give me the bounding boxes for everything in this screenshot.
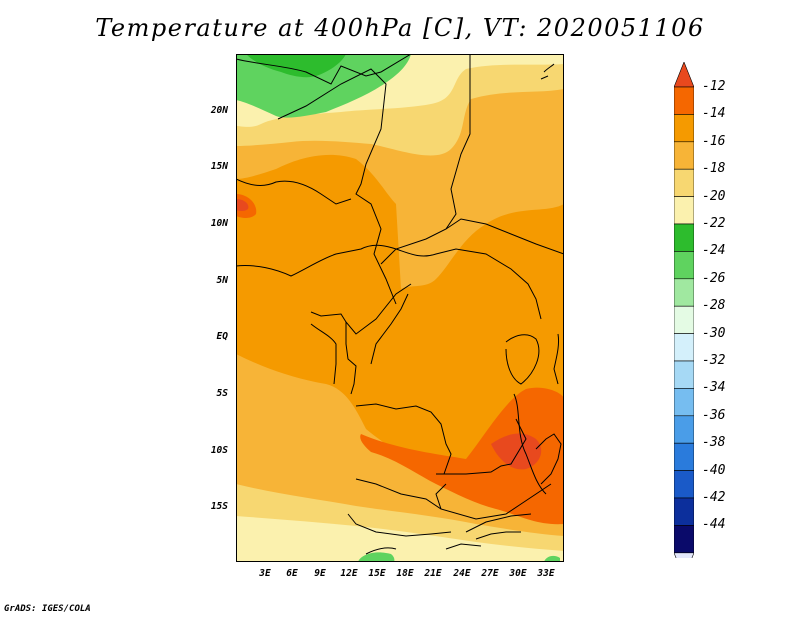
legend-swatch xyxy=(674,251,694,280)
legend-label: -18 xyxy=(702,161,726,177)
lat-tick-10n: 10N xyxy=(210,218,228,229)
color-legend xyxy=(674,62,694,558)
lon-tick-30e: 30E xyxy=(509,568,527,579)
chart-title: Temperature at 400hPa [C], VT: 202005110… xyxy=(95,14,705,42)
legend-label: -42 xyxy=(702,490,726,505)
legend-swatch xyxy=(674,168,694,197)
lon-tick-18e: 18E xyxy=(396,568,414,579)
legend-arrow-top xyxy=(674,62,694,88)
temperature-map xyxy=(236,54,564,562)
legend-label: -36 xyxy=(702,407,726,423)
map-frame xyxy=(236,54,564,562)
legend-label: -34 xyxy=(702,380,726,396)
lon-tick-33e: 33E xyxy=(537,568,555,579)
legend-swatch xyxy=(674,470,694,499)
legend-swatch xyxy=(674,415,694,444)
lat-tick-5s: 5S xyxy=(216,388,228,399)
legend-swatch xyxy=(674,196,694,225)
lon-tick-12e: 12E xyxy=(340,568,358,579)
legend-swatch xyxy=(674,86,694,115)
lon-tick-24e: 24E xyxy=(453,568,471,579)
legend-label: -24 xyxy=(702,243,726,259)
legend-arrow-bottom xyxy=(674,552,694,558)
lat-tick-15s: 15S xyxy=(210,501,228,512)
legend-swatch xyxy=(674,525,694,554)
lon-tick-21e: 21E xyxy=(424,568,442,579)
legend-label: -38 xyxy=(702,435,726,451)
legend-swatch xyxy=(674,333,694,362)
legend-label: -28 xyxy=(702,298,726,314)
lon-tick-3e: 3E xyxy=(259,568,271,579)
lat-tick-5n: 5N xyxy=(216,275,228,286)
legend-label: -22 xyxy=(702,216,726,231)
legend-swatch xyxy=(674,360,694,389)
legend-label: -20 xyxy=(702,188,726,204)
lat-tick-20n: 20N xyxy=(210,105,228,116)
legend-swatch xyxy=(674,223,694,252)
country-borders xyxy=(236,54,564,555)
legend-swatch xyxy=(674,114,694,143)
legend-label: -32 xyxy=(702,353,726,368)
credit-text: GrADS: IGES/COLA xyxy=(4,604,91,614)
legend-label: -30 xyxy=(702,325,726,341)
band-minus-14-south xyxy=(360,387,564,525)
legend-swatch xyxy=(674,278,694,307)
band-minus-12-west xyxy=(236,199,249,211)
legend-label: -40 xyxy=(702,462,726,478)
legend-swatch xyxy=(674,141,694,170)
legend-swatch xyxy=(674,442,694,471)
lon-tick-9e: 9E xyxy=(314,568,326,579)
lon-tick-6e: 6E xyxy=(286,568,298,579)
lat-tick-10s: 10S xyxy=(210,445,228,456)
legend-label: -44 xyxy=(702,517,726,533)
legend-label: -12 xyxy=(702,79,726,94)
band-minus-26-north xyxy=(246,54,346,78)
legend-label: -16 xyxy=(702,133,726,149)
lon-tick-15e: 15E xyxy=(368,568,386,579)
band-minus-22-south xyxy=(236,516,564,562)
lat-tick-15n: 15N xyxy=(210,161,228,172)
lon-tick-27e: 27E xyxy=(481,568,499,579)
legend-label: -14 xyxy=(702,106,726,122)
lat-tick-eq: EQ xyxy=(216,331,228,342)
legend-swatch xyxy=(674,305,694,334)
legend-label: -26 xyxy=(702,270,726,286)
legend-swatch xyxy=(674,388,694,417)
legend-swatch xyxy=(674,497,694,526)
